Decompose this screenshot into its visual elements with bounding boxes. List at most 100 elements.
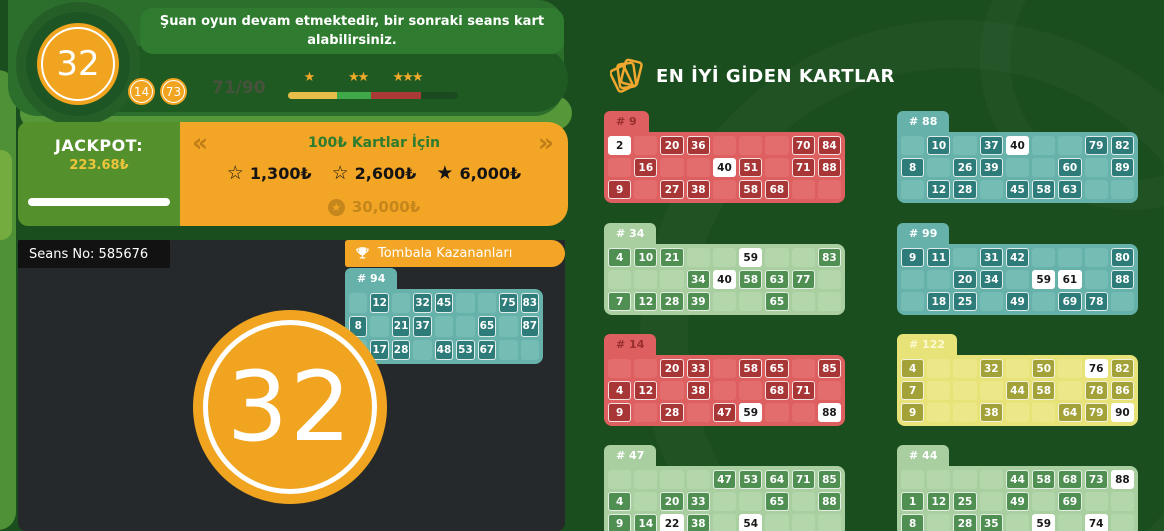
next-prizes-button[interactable]: » [537, 128, 554, 157]
empty-cell [1110, 292, 1134, 311]
number-cell: 88 [817, 492, 841, 511]
card-id-tab: # 47 [604, 445, 657, 466]
tombala-card[interactable]: # 88 10 37 40 79 82 8 26 39 60 89 12 28 45 58 63 [897, 110, 1138, 203]
empty-cell [791, 248, 815, 267]
prize-item: ☆ 1,300₺ [227, 164, 312, 184]
number-cell: 83 [817, 248, 841, 267]
number-cell: 79 [1084, 403, 1108, 422]
number-cell: 64 [765, 470, 789, 489]
number-cell: 10 [927, 136, 951, 155]
card-id-tab: # 94 [345, 268, 398, 289]
empty-cell [817, 270, 841, 289]
number-cell: 45 [434, 293, 454, 314]
number-cell: 89 [1110, 158, 1134, 177]
number-cell: 40 [1005, 136, 1030, 155]
empty-cell [712, 359, 737, 378]
jackpot-amount: 223.68₺ [69, 158, 129, 173]
empty-cell [901, 180, 925, 199]
progress-segment [371, 92, 421, 99]
number-cell: 32 [979, 359, 1003, 378]
number-cell: 28 [660, 403, 684, 422]
empty-cell [791, 292, 815, 311]
card-id-tab: # 9 [604, 111, 649, 132]
number-cell: 28 [660, 292, 684, 311]
number-cell: 65 [765, 492, 789, 511]
tombala-card[interactable]: # 14 20 33 58 65 85 4 12 38 68 71 9 28 47 59 88 [604, 333, 845, 426]
card-grid: 4 32 50 76 82 7 44 58 78 86 9 38 64 79 90 [897, 355, 1138, 426]
number-cell: 33 [686, 492, 710, 511]
tombala-card[interactable]: # 34 4 10 21 59 83 34 40 58 63 77 7 12 28 39 65 [604, 222, 845, 315]
number-cell: 7 [608, 292, 632, 311]
empty-cell [1005, 158, 1030, 177]
number-cell: 88 [1110, 470, 1134, 489]
empty-cell [456, 293, 475, 314]
empty-cell [634, 136, 658, 155]
star-filled-icon: ★ [436, 162, 454, 184]
jackpot-panel: JACKPOT: 223.68₺ [18, 122, 180, 226]
card-id-tab: # 99 [897, 223, 950, 244]
empty-cell [927, 270, 951, 289]
empty-cell [791, 359, 815, 378]
number-cell: 48 [434, 339, 454, 360]
number-cell: 16 [634, 158, 658, 177]
empty-cell [712, 136, 737, 155]
number-cell: 20 [953, 270, 977, 289]
number-cell: 49 [1005, 492, 1030, 511]
number-cell: 4 [901, 359, 925, 378]
empty-cell [686, 248, 710, 267]
card-id-tab: # 122 [897, 334, 958, 355]
number-cell: 34 [979, 270, 1003, 289]
empty-cell [712, 492, 737, 511]
number-cell: 59 [1032, 514, 1056, 531]
empty-cell [927, 403, 951, 422]
empty-cell [927, 158, 951, 177]
empty-cell [817, 292, 841, 311]
empty-cell [1058, 359, 1082, 378]
tombala-card[interactable]: # 9 2 20 36 70 84 16 40 51 71 88 9 27 38 58 68 [604, 110, 845, 203]
number-cell: 65 [765, 359, 789, 378]
number-cell: 25 [953, 292, 977, 311]
number-cell: 9 [901, 403, 925, 422]
number-cell: 58 [1032, 381, 1056, 400]
empty-cell [1005, 359, 1030, 378]
number-cell: 75 [499, 293, 518, 314]
empty-cell [712, 292, 737, 311]
prize-row: ☆ 1,300₺ ☆ 2,600₺ ★ 6,000₺ [180, 162, 568, 184]
trophy-icon [356, 247, 369, 259]
empty-cell [979, 292, 1003, 311]
number-cell: 38 [686, 180, 710, 199]
best-cards-title: EN İYİ GİDEN KARTLAR [656, 66, 895, 87]
jackpot-label: JACKPOT: [54, 136, 144, 155]
number-cell: 85 [817, 359, 841, 378]
empty-cell [712, 381, 737, 400]
tombala-card[interactable]: # 47 47 53 64 71 85 4 20 33 65 88 9 14 22 38 54 [604, 444, 845, 531]
empty-cell [1110, 514, 1134, 531]
number-cell: 88 [817, 158, 841, 177]
number-cell: 12 [927, 180, 951, 199]
prev-prizes-button[interactable]: « [192, 128, 209, 157]
number-cell: 27 [660, 180, 684, 199]
tombala-card[interactable]: # 99 9 11 31 42 80 20 34 59 61 88 18 25 49 69 78 [897, 222, 1138, 315]
tombala-card[interactable]: # 122 4 32 50 76 82 7 44 58 78 86 9 38 64 79 90 [897, 333, 1138, 426]
number-cell: 28 [391, 339, 411, 360]
number-cell: 32 [413, 293, 432, 314]
number-cell: 58 [1032, 470, 1056, 489]
number-cell: 80 [1110, 248, 1134, 267]
number-cell: 38 [686, 381, 710, 400]
empty-cell [765, 248, 789, 267]
card-id-tab: # 14 [604, 334, 657, 355]
number-cell: 21 [391, 316, 411, 337]
empty-cell [927, 470, 951, 489]
number-cell: 58 [739, 180, 763, 199]
number-cell: 77 [791, 270, 815, 289]
number-cell: 28 [953, 514, 977, 531]
tombala-card[interactable]: # 44 44 58 68 73 88 1 12 25 49 69 8 28 35 59 74 [897, 444, 1138, 531]
number-cell: 82 [1110, 136, 1134, 155]
empty-cell [1032, 136, 1056, 155]
winner-card[interactable]: # 94 12 32 45 75 83 8 21 37 65 87 17 28 48 53 67 [345, 267, 543, 364]
number-cell: 26 [953, 158, 977, 177]
number-cell: 78 [1084, 381, 1108, 400]
star-marker-icon: ★★★ [392, 70, 424, 85]
empty-cell [1032, 403, 1056, 422]
ball-ring [162, 80, 185, 103]
